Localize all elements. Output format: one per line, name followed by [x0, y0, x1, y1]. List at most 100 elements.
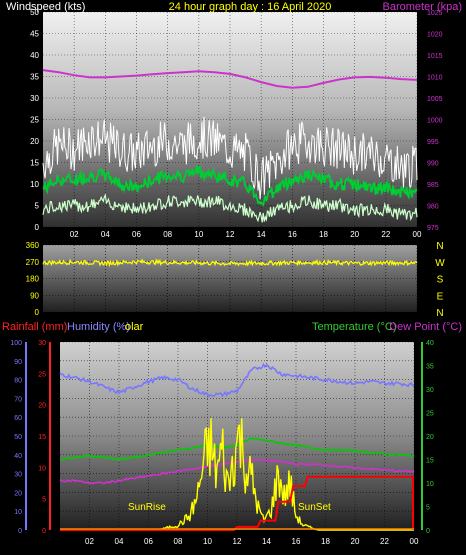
y-tick-label-left: 5 — [35, 202, 40, 211]
rain-tick-label: 20 — [38, 403, 46, 410]
barometer-label: Barometer (kpa) — [383, 1, 462, 13]
direction-tick-label: 360 — [26, 241, 40, 250]
x-tick-label: 02 — [85, 537, 94, 546]
wind-lull-line — [42, 193, 418, 223]
wind-panel-series — [42, 69, 418, 223]
humidity-tick-label: 80 — [14, 378, 22, 385]
direction-panel-series — [42, 258, 418, 268]
y-tick-label-left: 20 — [30, 137, 39, 146]
y-tick-label-right: 1020 — [427, 32, 443, 39]
humidity-tick-label: 50 — [14, 434, 22, 441]
x-tick-label: 16 — [288, 230, 297, 239]
y-tick-label-left: 50 — [30, 8, 39, 17]
y-tick-label-right: 1005 — [427, 96, 443, 103]
direction-tick-label: 270 — [26, 258, 40, 267]
x-tick-label: 00 — [410, 537, 419, 546]
x-tick-label: 08 — [163, 230, 172, 239]
humidity-line — [59, 362, 415, 398]
y-tick-label-right: 975 — [427, 225, 439, 232]
temperature-tick-label: 25 — [426, 411, 434, 418]
y-tick-label-left: 40 — [30, 51, 39, 60]
temperature-panel-grid — [60, 341, 415, 531]
x-tick-label: 14 — [262, 537, 271, 546]
direction-tick-label: 180 — [26, 275, 40, 284]
humidity-label: Humidity (%) — [67, 321, 130, 333]
y-tick-label-left: 10 — [30, 180, 39, 189]
rainfall-line — [60, 475, 414, 531]
x-tick-label: 20 — [350, 230, 359, 239]
rain-tick-label: 10 — [38, 465, 46, 472]
temperature-tick-label: 10 — [426, 481, 434, 488]
humidity-tick-label: 100 — [10, 340, 22, 347]
solar-label: olar — [125, 321, 144, 333]
x-tick-label: 12 — [233, 537, 242, 546]
y-tick-label-right: 980 — [427, 204, 439, 211]
y-tick-label-left: 25 — [30, 116, 39, 125]
humidity-tick-label: 0 — [18, 528, 22, 535]
x-tick-label: 06 — [132, 230, 141, 239]
humidity-tick-label: 20 — [14, 490, 22, 497]
compass-label: N — [436, 241, 443, 252]
direction-tick-label: 0 — [35, 308, 40, 317]
rain-tick-label: 25 — [38, 371, 46, 378]
x-tick-label: 10 — [203, 537, 212, 546]
y-tick-label-right: 1015 — [427, 53, 443, 60]
humidity-tick-label: 40 — [14, 453, 22, 460]
y-tick-label-right: 995 — [427, 139, 439, 146]
temperature-panel-series — [59, 362, 415, 531]
temperature-tick-label: 5 — [426, 505, 430, 512]
rain-tick-label: 15 — [38, 434, 46, 441]
rainfall-label: Rainfall (mm) — [2, 321, 67, 333]
wind-panel-axes: 0510152025303540455097598098599099510001… — [30, 8, 443, 239]
x-tick-label: 22 — [381, 230, 390, 239]
x-tick-label: 18 — [319, 230, 328, 239]
wind-gust-line — [42, 116, 418, 200]
temperature-tick-label: 35 — [426, 364, 434, 371]
x-tick-label: 18 — [321, 537, 330, 546]
y-tick-label-right: 1010 — [427, 75, 443, 82]
compass-label: N — [436, 308, 443, 319]
temperature-tick-label: 0 — [426, 528, 430, 535]
x-tick-label: 04 — [115, 537, 124, 546]
y-tick-label-right: 1025 — [427, 10, 443, 17]
compass-label: W — [435, 258, 445, 269]
dewpoint-label: Dew Point (°C) — [389, 321, 462, 333]
temperature-tick-label: 20 — [426, 434, 434, 441]
y-tick-label-right: 990 — [427, 161, 439, 168]
x-tick-label: 20 — [351, 537, 360, 546]
dewpoint-line — [59, 457, 415, 485]
direction-tick-label: 90 — [30, 291, 39, 300]
compass-label: S — [437, 275, 444, 286]
x-tick-label: 08 — [174, 537, 183, 546]
x-tick-label: 22 — [380, 537, 389, 546]
sunset-annotation: SunSet — [298, 502, 331, 513]
x-tick-label: 02 — [70, 230, 79, 239]
y-tick-label-right: 985 — [427, 182, 439, 189]
x-tick-label: 16 — [292, 537, 301, 546]
y-tick-label-left: 0 — [35, 223, 40, 232]
direction-panel-grid — [43, 244, 418, 313]
x-tick-label: 06 — [144, 537, 153, 546]
y-tick-label-left: 45 — [30, 30, 39, 39]
x-tick-label: 04 — [101, 230, 110, 239]
y-tick-label-left: 30 — [30, 94, 39, 103]
temperature-panel-axes: 0102030405060708090100051015202530051015… — [10, 340, 434, 546]
wind-direction-line — [42, 258, 418, 268]
windspeed-label: Windspeed (kts) — [6, 1, 85, 13]
barometer-line — [42, 69, 418, 89]
temperature-tick-label: 40 — [426, 340, 434, 347]
humidity-tick-label: 70 — [14, 396, 22, 403]
rain-tick-label: 30 — [38, 340, 46, 347]
temperature-label: Temperature (°C) — [312, 321, 396, 333]
x-tick-label: 12 — [226, 230, 235, 239]
humidity-tick-label: 90 — [14, 359, 22, 366]
humidity-tick-label: 30 — [14, 472, 22, 479]
temperature-line — [59, 437, 415, 461]
sunrise-annotation: SunRise — [128, 502, 166, 513]
chart-title: 24 hour graph day : 16 April 2020 — [169, 1, 332, 13]
rain-tick-label: 5 — [42, 497, 46, 504]
y-tick-label-left: 15 — [30, 159, 39, 168]
temperature-tick-label: 15 — [426, 458, 434, 465]
